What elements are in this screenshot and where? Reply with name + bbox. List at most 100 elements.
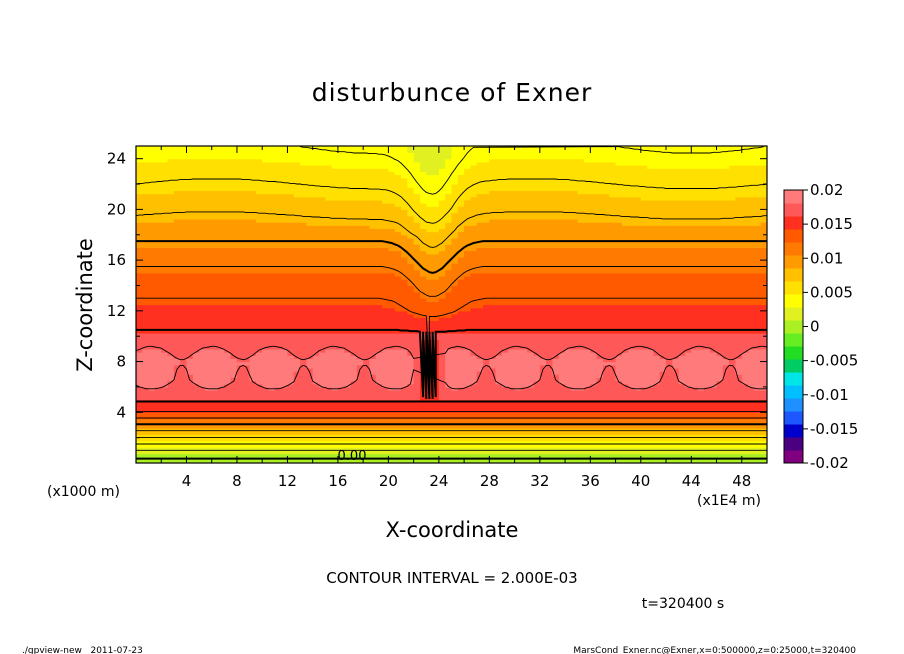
field-cell [451, 241, 767, 245]
field-cell [167, 352, 194, 356]
field-cell [382, 383, 408, 388]
field-cell [136, 333, 767, 337]
field-cell [672, 364, 724, 369]
field-cell [236, 374, 251, 379]
field-cell [136, 196, 326, 201]
field-cell [476, 247, 767, 252]
field-cell [136, 212, 408, 217]
colorbar-swatch [784, 242, 803, 256]
field-cell [287, 348, 326, 353]
field-cell [438, 203, 465, 207]
contour-label: 0.00 [338, 449, 367, 464]
field-cell [136, 298, 427, 302]
field-cell [621, 380, 661, 385]
field-cell [136, 374, 175, 379]
y-axis-label: Z-coordinate [73, 238, 97, 372]
field-cell [312, 367, 358, 372]
field-cell [476, 193, 610, 198]
field-cell [388, 168, 421, 172]
field-cell [413, 361, 421, 366]
field-cell [375, 377, 415, 382]
field-cell [451, 314, 767, 318]
field-cell [401, 174, 459, 179]
field-cell [136, 253, 402, 258]
field-cell [375, 352, 408, 356]
field-cell [413, 263, 453, 268]
field-cell [136, 355, 175, 359]
field-cell [716, 380, 743, 385]
field-cell [438, 355, 446, 359]
colorbar-swatch [784, 359, 803, 373]
field-cell [369, 358, 415, 363]
field-cell [136, 415, 767, 420]
field-cell [318, 383, 352, 388]
field-cell [192, 355, 232, 359]
field-cell [678, 355, 724, 359]
field-cell [325, 196, 421, 201]
field-cell [350, 352, 377, 356]
field-cell [672, 361, 730, 366]
field-cell [438, 199, 465, 204]
field-cell [501, 383, 535, 388]
colorbar-swatch [784, 281, 803, 295]
field-cell [356, 377, 377, 382]
field-cell [136, 336, 767, 340]
field-cell [476, 161, 617, 166]
field-cell [293, 374, 314, 379]
field-cell [300, 361, 307, 366]
field-cell [312, 371, 358, 375]
field-cell [136, 405, 767, 410]
field-cell [142, 348, 162, 353]
field-cell [722, 377, 743, 382]
colorbar-swatch [784, 372, 803, 386]
x-tick-label: 48 [732, 472, 751, 490]
field-cell [741, 377, 767, 382]
field-cell [419, 272, 446, 277]
field-cell [451, 212, 767, 217]
field-cell [401, 231, 459, 236]
field-cell [350, 383, 383, 388]
field-cell [136, 390, 421, 394]
field-cell [426, 317, 440, 321]
field-cell [615, 367, 667, 372]
colorbar-swatch [784, 294, 803, 308]
field-cell [666, 358, 673, 363]
field-cell [457, 174, 767, 179]
field-cell [640, 386, 699, 391]
field-cell [136, 361, 181, 366]
field-cell [722, 355, 743, 359]
field-cell [748, 348, 767, 353]
field-cell [136, 244, 421, 249]
field-cell [230, 355, 251, 359]
field-cell [136, 146, 408, 150]
contour-line [300, 146, 764, 195]
x-unit-left: (x1000 m) [47, 484, 120, 500]
field-cell [413, 237, 453, 242]
field-cell [445, 364, 484, 369]
field-cell [413, 371, 421, 375]
contour-line [136, 211, 767, 248]
field-cell [300, 367, 314, 372]
colorbar-tick-label: 0.01 [810, 249, 843, 267]
field-cell [401, 250, 427, 255]
field-cell [136, 402, 767, 407]
field-cell [369, 371, 415, 375]
field-cell [489, 158, 585, 163]
field-cell [293, 355, 314, 359]
field-cell [136, 168, 389, 172]
field-cell [596, 380, 623, 385]
field-cell [445, 348, 472, 353]
field-cell [483, 358, 490, 363]
field-cell [741, 380, 767, 385]
field-cell [199, 348, 225, 353]
field-cell [413, 190, 453, 195]
field-cell [615, 358, 667, 363]
field-cell [192, 377, 232, 382]
field-cell [407, 260, 459, 264]
field-cell [438, 275, 465, 280]
field-cell [445, 165, 472, 169]
field-cell [136, 263, 415, 268]
field-cell [741, 355, 767, 359]
field-cell [236, 358, 251, 363]
